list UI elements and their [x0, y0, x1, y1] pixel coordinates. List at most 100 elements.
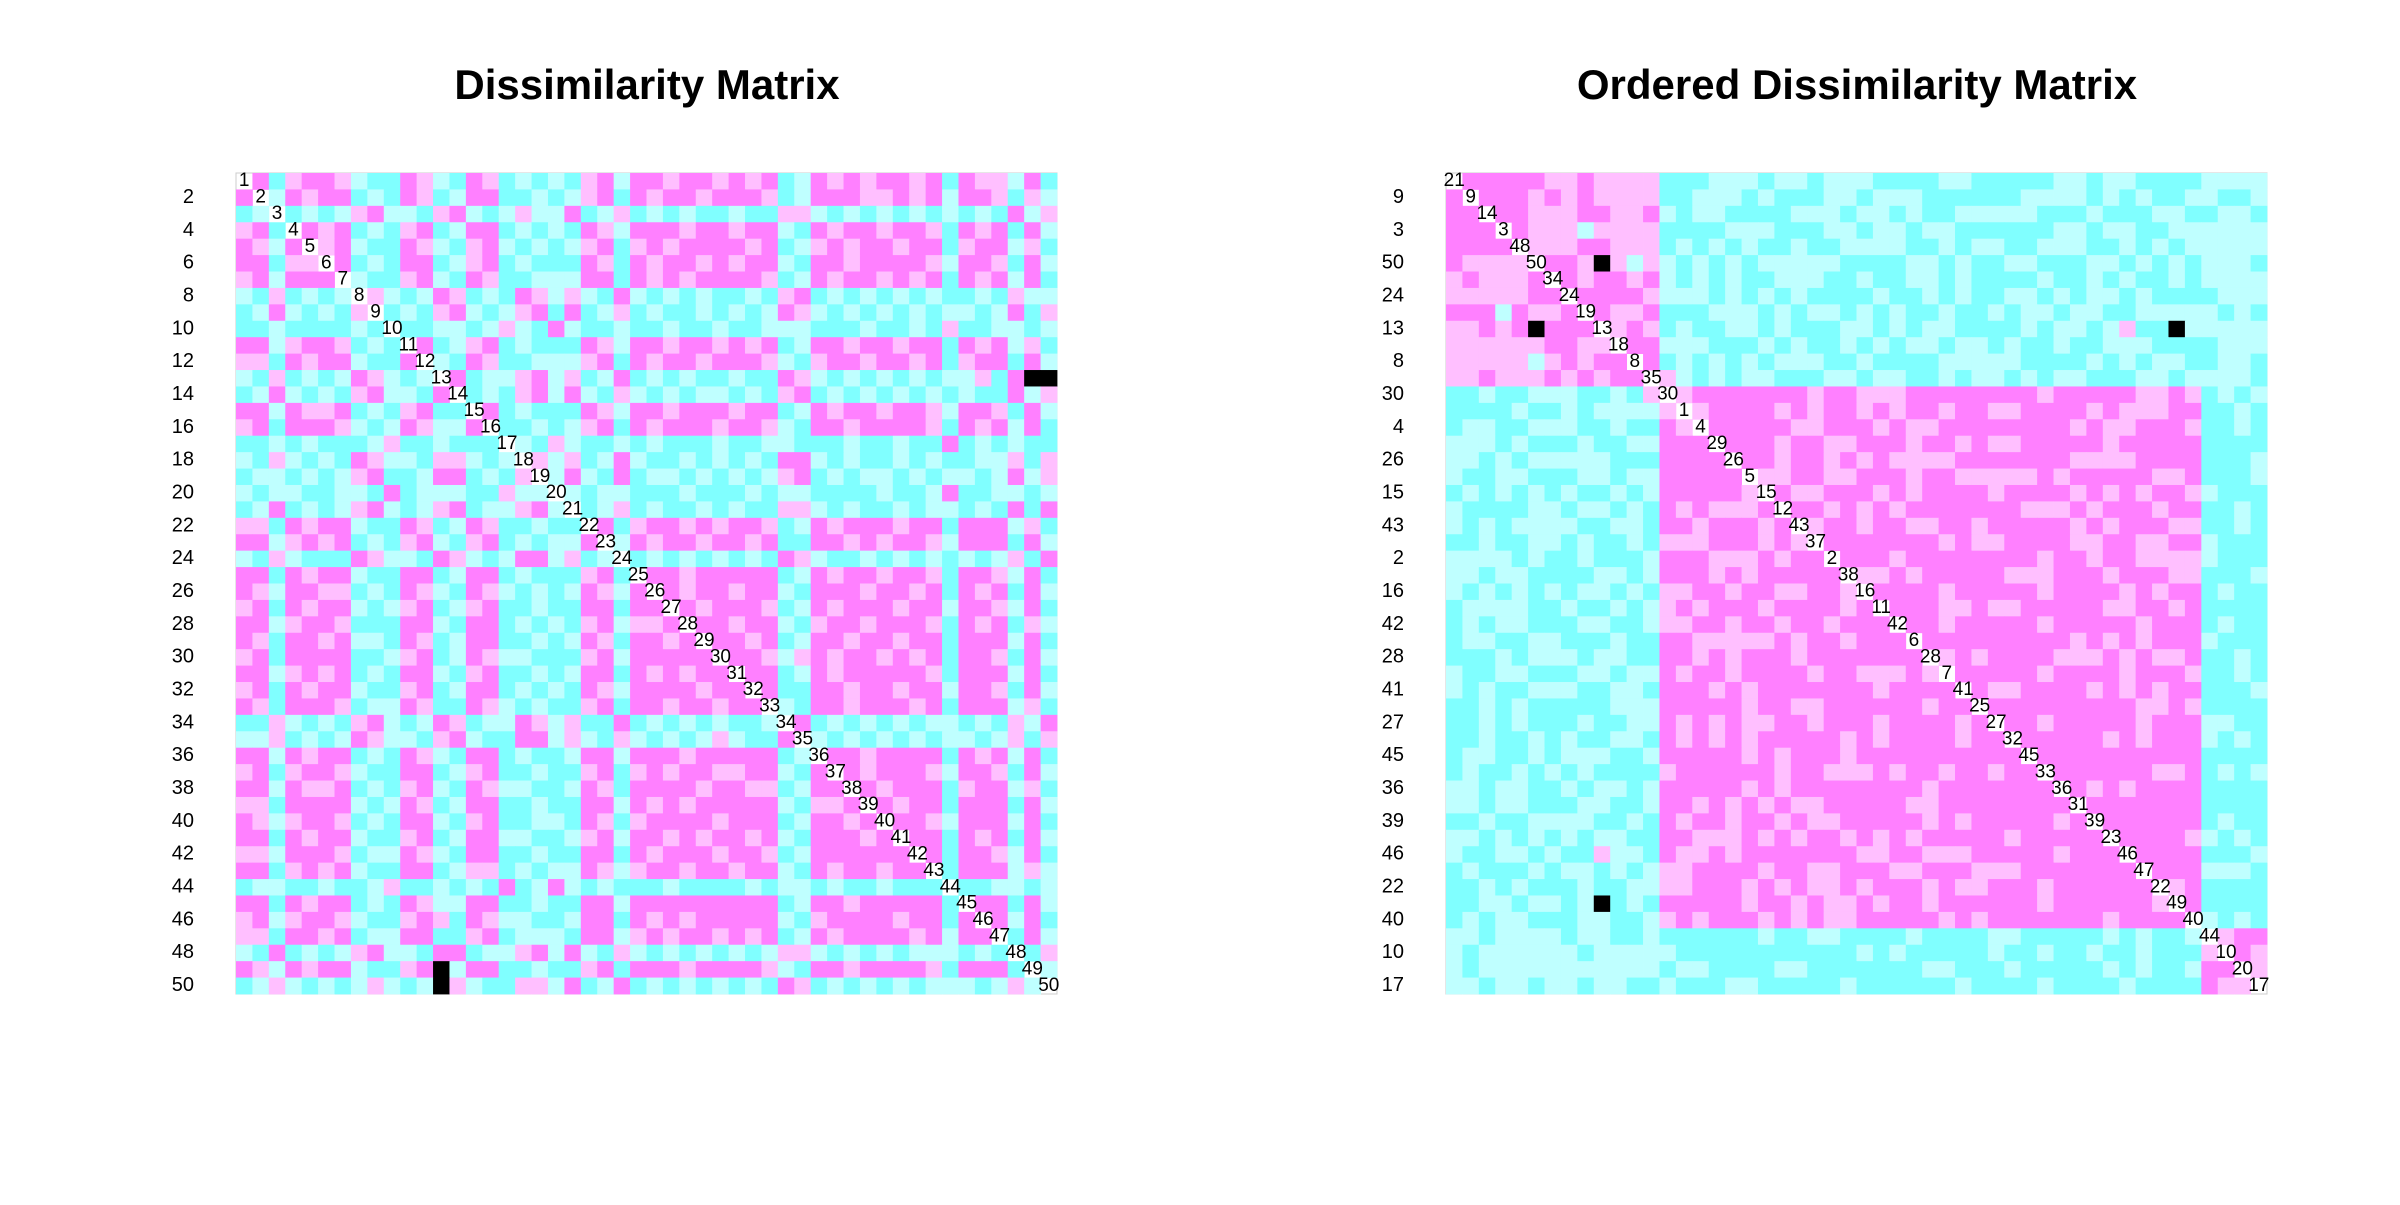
- cell: [2037, 911, 2054, 929]
- cell: [909, 353, 927, 371]
- cell: [1905, 961, 1923, 978]
- cell: [564, 304, 582, 322]
- cell: [662, 928, 680, 946]
- cell: [2086, 682, 2104, 699]
- cell: [515, 304, 532, 322]
- cell: [1889, 370, 1907, 387]
- cell: [810, 796, 828, 814]
- cell: [630, 287, 647, 305]
- cell: [974, 222, 992, 240]
- cell: [745, 534, 762, 552]
- cell: [1889, 386, 1907, 404]
- cell: [350, 452, 368, 469]
- cell: [236, 567, 253, 584]
- cell: [433, 879, 450, 896]
- cell: [1577, 879, 1595, 896]
- cell: [564, 977, 582, 995]
- cell: [2069, 238, 2087, 256]
- cell: [892, 616, 910, 634]
- cell: [465, 911, 483, 929]
- cell: [1528, 517, 1545, 535]
- cell: [1840, 468, 1857, 486]
- cell: [646, 961, 664, 978]
- cell: [2152, 550, 2169, 568]
- cell: [498, 977, 516, 995]
- cell: [958, 862, 976, 880]
- cell: [1708, 813, 1726, 831]
- cell: [892, 911, 910, 929]
- cell: [2217, 796, 2235, 814]
- cell: [876, 468, 894, 486]
- cell: [1856, 320, 1874, 338]
- cell: [1708, 780, 1726, 798]
- cell: [547, 287, 565, 305]
- cell: [974, 205, 992, 223]
- cell: [482, 944, 500, 962]
- cell: [827, 665, 844, 683]
- cell: [1807, 698, 1825, 716]
- cell: [1840, 665, 1857, 683]
- cell: [1675, 189, 1693, 207]
- cell: [350, 846, 368, 864]
- cell: [2004, 189, 2022, 207]
- cell: [1757, 599, 1775, 617]
- cell: [301, 714, 319, 732]
- cell: [465, 928, 483, 946]
- cell: [547, 632, 565, 650]
- cell: [2168, 747, 2186, 765]
- cell: [1593, 173, 1611, 190]
- cell: [1938, 320, 1956, 338]
- cell: [1807, 370, 1825, 387]
- cell: [531, 271, 549, 289]
- cell: [974, 452, 992, 469]
- cell: [433, 731, 450, 749]
- cell: [1955, 419, 1972, 437]
- cell: [531, 862, 549, 880]
- cell: [334, 616, 352, 634]
- cell: [1823, 337, 1841, 355]
- cell: [2037, 402, 2054, 420]
- cell: [1692, 829, 1710, 847]
- cell: [909, 928, 927, 946]
- cell: [580, 649, 598, 666]
- cell: [1528, 189, 1545, 207]
- cell: [1725, 764, 1742, 781]
- cell: [1987, 402, 2005, 420]
- cell: [547, 616, 565, 634]
- cell: [2201, 238, 2219, 256]
- cell: [942, 173, 959, 190]
- cell: [1774, 780, 1792, 798]
- cell: [350, 238, 368, 256]
- cell: [1856, 961, 1874, 978]
- cell: [252, 370, 270, 387]
- cell: [433, 567, 450, 584]
- cell: [728, 780, 746, 798]
- cell: [1905, 205, 1923, 223]
- cell: [367, 862, 385, 880]
- cell: [498, 649, 516, 666]
- cell: [252, 862, 270, 880]
- cell: [1511, 862, 1529, 880]
- cell: [1807, 419, 1825, 437]
- cell: [433, 682, 450, 699]
- cell: [1840, 353, 1857, 371]
- cell: [843, 616, 861, 634]
- cell: [958, 484, 976, 502]
- cell: [1889, 780, 1907, 798]
- cell: [1446, 435, 1463, 453]
- cell: [1675, 517, 1693, 535]
- cell: [433, 632, 450, 650]
- cell: [876, 337, 894, 355]
- cell: [1528, 895, 1545, 913]
- cell: [876, 911, 894, 929]
- cell: [367, 682, 385, 699]
- cell: [580, 222, 598, 240]
- cell: [416, 304, 434, 322]
- cell: [859, 320, 877, 338]
- cell: [465, 829, 483, 847]
- cell: [1007, 879, 1025, 896]
- cell: [1840, 255, 1857, 272]
- cell: [2020, 435, 2038, 453]
- cell: [1495, 944, 1513, 962]
- cell: [1495, 189, 1513, 207]
